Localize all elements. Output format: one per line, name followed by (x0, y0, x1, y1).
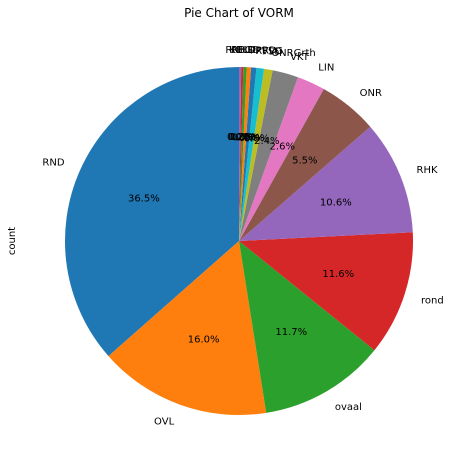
pie-slice-ovaal (239, 241, 375, 413)
pie-slice-kbld (239, 67, 244, 242)
slice-label-kbld: KBLD (229, 45, 256, 56)
pie-labels: RND 36.5% OVL 16.0% ovaal 11.7% rond 11.6% RHK 10… (42, 45, 443, 427)
slice-percent-onr: 5.5% (292, 155, 317, 166)
slice-label-onr: ONR (360, 88, 382, 99)
slice-percent-pprd: 0.4% (232, 132, 257, 143)
slice-label-rhk: RHK (417, 165, 438, 176)
slice-label-rvvg: RVVG (255, 46, 283, 57)
slice-percent-kbld: 0.2% (228, 132, 253, 143)
slice-label-vkt: VKT (290, 52, 310, 63)
slice-label-ovl: OVL (154, 417, 175, 428)
pie-slice-fsd (239, 67, 265, 241)
slice-label-rbgd: RBGD (231, 45, 260, 56)
slice-percent-rvvg: 0.5% (235, 132, 260, 143)
slice-percent-rbgd: 0.3% (230, 132, 255, 143)
pie-slice-rhk (239, 126, 413, 241)
slice-percent-rnhd: 0.2% (227, 132, 252, 143)
slice-percent-ovaal: 11.7% (275, 327, 307, 338)
slice-label-ovaal: ovaal (335, 402, 362, 413)
slice-percent-lin: 2.6% (270, 141, 295, 152)
y-axis-label: count (7, 227, 18, 255)
slice-label-pprd: PPRD (250, 45, 277, 56)
slice-label-rnhd: RNHD (225, 45, 255, 56)
pie-slice-ovl (108, 241, 267, 415)
slice-label-lin: LIN (318, 62, 334, 73)
pie-slice-onrgrth (239, 68, 273, 242)
slice-percent-fsd: 0.7% (239, 133, 264, 144)
slice-label-fsd: FSD (262, 47, 282, 58)
slice-label-rond: rond (421, 296, 444, 307)
pie-slice-lin (239, 77, 324, 241)
slice-label-onrgrth: ONRGrth (271, 48, 315, 59)
slice-percent-vkt: 2.4% (254, 136, 279, 147)
pie-slices (64, 67, 414, 415)
slice-percent-rond: 11.6% (322, 269, 354, 280)
pie-slice-rnd (64, 67, 239, 357)
slice-percent-onrgrth: 0.8% (244, 134, 269, 145)
pie-slice-rvvg (239, 67, 257, 241)
pie-slice-rond (239, 232, 414, 351)
pie-slice-rbgd (239, 67, 247, 241)
pie-slice-rnhd (239, 67, 242, 241)
chart-title: Pie Chart of VORM (184, 6, 294, 20)
pie-slice-onr (239, 89, 371, 241)
slice-percent-rhk: 10.6% (320, 197, 352, 208)
slice-label-rnd: RND (42, 158, 64, 169)
slice-percent-ovl: 16.0% (188, 335, 220, 346)
pie-slice-vkt (239, 70, 298, 241)
slice-percent-rnd: 36.5% (128, 194, 160, 205)
pie-slice-pprd (239, 67, 252, 241)
